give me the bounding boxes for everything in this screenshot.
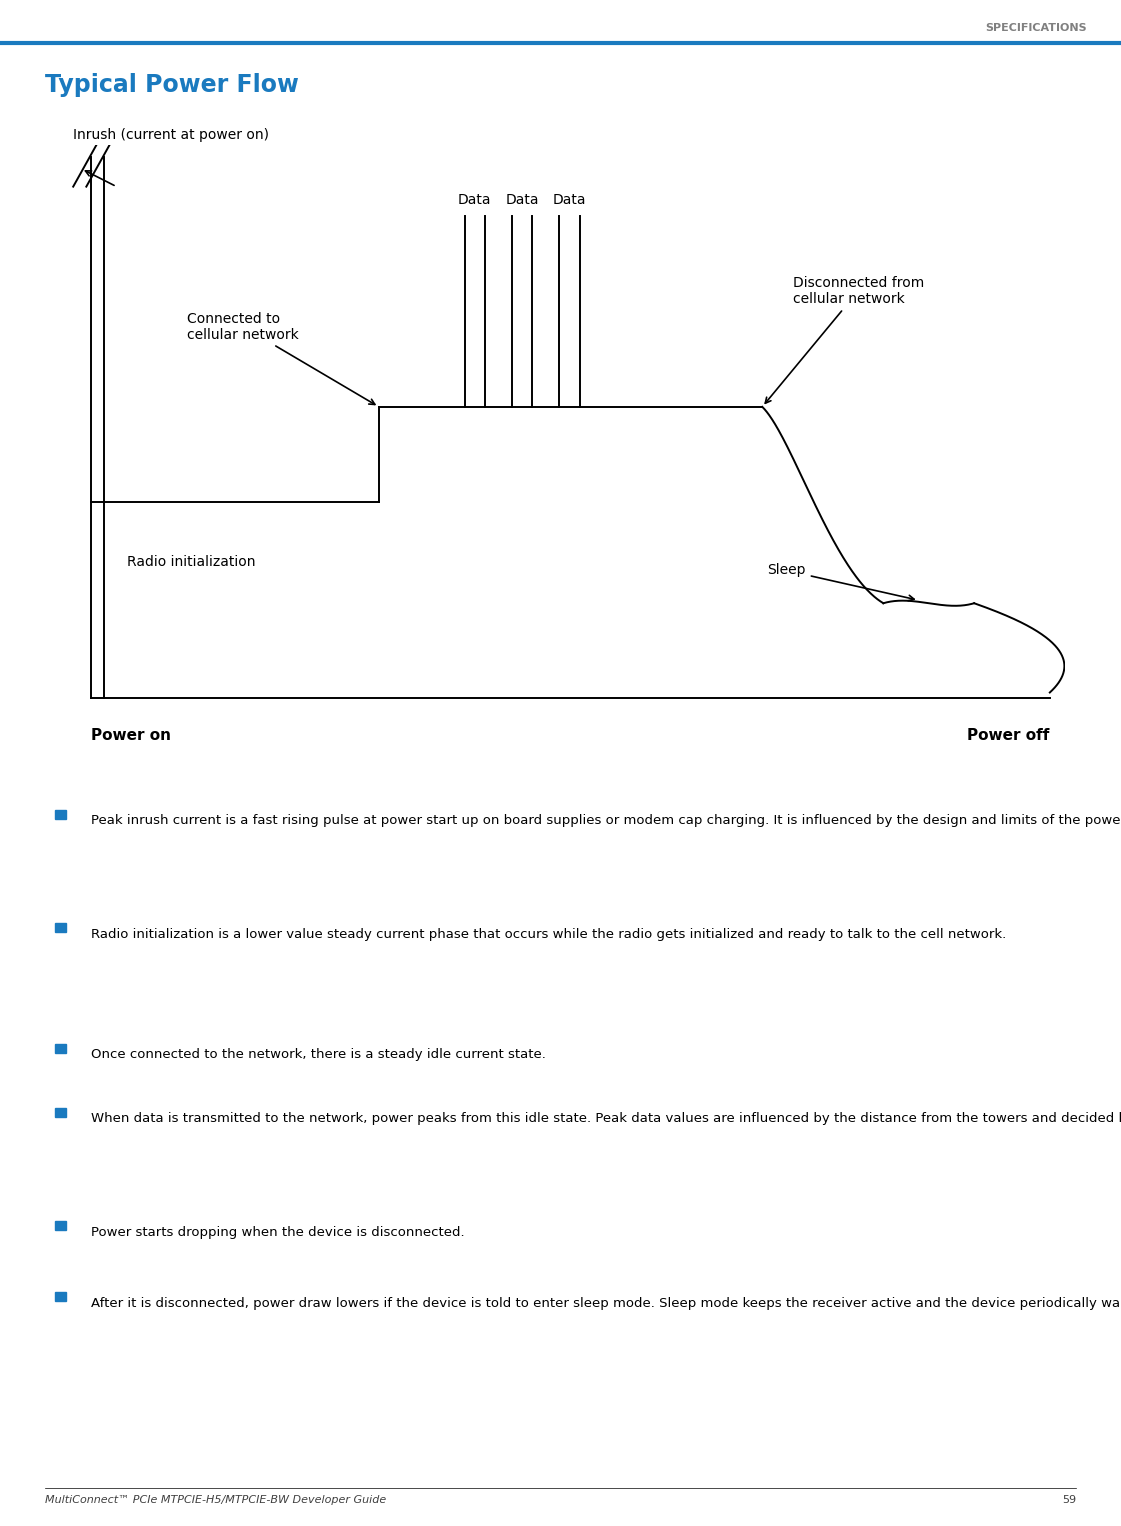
Text: Data: Data xyxy=(506,194,539,208)
Bar xyxy=(55,1108,66,1117)
Text: Inrush (current at power on): Inrush (current at power on) xyxy=(73,128,269,142)
Text: Power off: Power off xyxy=(967,728,1050,743)
Text: Power starts dropping when the device is disconnected.: Power starts dropping when the device is… xyxy=(91,1225,465,1239)
Text: Data: Data xyxy=(458,194,491,208)
Text: Radio initialization: Radio initialization xyxy=(127,554,256,569)
Text: SPECIFICATIONS: SPECIFICATIONS xyxy=(985,23,1087,34)
Bar xyxy=(55,923,66,932)
Text: Sleep: Sleep xyxy=(768,563,914,601)
Text: Power on: Power on xyxy=(92,728,172,743)
Text: Data: Data xyxy=(553,194,586,208)
Text: After it is disconnected, power draw lowers if the device is told to enter sleep: After it is disconnected, power draw low… xyxy=(91,1297,1121,1309)
Text: When data is transmitted to the network, power peaks from this idle state. Peak : When data is transmitted to the network,… xyxy=(91,1112,1121,1125)
Text: 59: 59 xyxy=(1062,1495,1076,1506)
Text: Peak inrush current is a fast rising pulse at power start up on board supplies o: Peak inrush current is a fast rising pul… xyxy=(91,815,1121,827)
Text: Connected to
cellular network: Connected to cellular network xyxy=(187,311,374,404)
Text: Radio initialization is a lower value steady current phase that occurs while the: Radio initialization is a lower value st… xyxy=(91,928,1007,942)
Bar xyxy=(55,1221,66,1230)
Text: MultiConnect™ PCIe MTPCIE-H5/MTPCIE-BW Developer Guide: MultiConnect™ PCIe MTPCIE-H5/MTPCIE-BW D… xyxy=(45,1495,386,1506)
Text: Disconnected from
cellular network: Disconnected from cellular network xyxy=(766,276,924,403)
Bar xyxy=(55,1293,66,1302)
Text: Typical Power Flow: Typical Power Flow xyxy=(45,73,298,98)
Text: Once connected to the network, there is a steady idle current state.: Once connected to the network, there is … xyxy=(91,1048,546,1062)
Bar xyxy=(55,1044,66,1053)
Bar xyxy=(55,810,66,819)
